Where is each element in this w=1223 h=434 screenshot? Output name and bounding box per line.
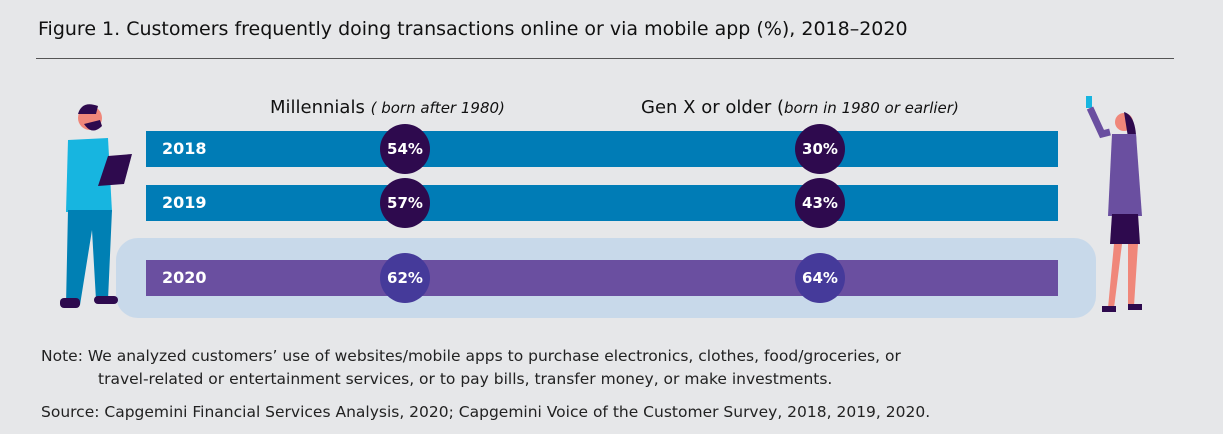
row-2018: 2018 54% 30% (146, 124, 1058, 174)
millennials-value: 54% (380, 124, 430, 174)
man-with-laptop-illustration (60, 104, 132, 308)
year-label: 2018 (162, 139, 207, 158)
millennials-header: Millennials ( born after 1980) (270, 97, 505, 118)
genx-value: 30% (795, 124, 845, 174)
title-divider (36, 58, 1174, 59)
row-2019: 2019 57% 43% (146, 178, 1058, 228)
millennials-note: ( born after 1980) (370, 99, 505, 117)
year-label: 2019 (162, 193, 207, 212)
row-2020: 2020 62% 64% (146, 253, 1058, 303)
genx-note: born in 1980 or earlier) (784, 99, 959, 117)
genx-value: 64% (795, 253, 845, 303)
genx-header: Gen X or older (born in 1980 or earlier) (641, 97, 959, 118)
note-line-1: Note: We analyzed customers’ use of webs… (41, 347, 901, 365)
figure-title: Figure 1. Customers frequently doing tra… (38, 18, 908, 40)
genx-value: 43% (795, 178, 845, 228)
millennials-value: 57% (380, 178, 430, 228)
millennials-label: Millennials (270, 97, 365, 118)
genx-label: Gen X or older ( (641, 97, 784, 118)
millennials-value: 62% (380, 253, 430, 303)
woman-with-phone-illustration (1086, 96, 1142, 312)
year-label: 2020 (162, 268, 207, 287)
note-line-2: travel-related or entertainment services… (98, 370, 833, 388)
source-text: Source: Capgemini Financial Services Ana… (41, 403, 931, 421)
